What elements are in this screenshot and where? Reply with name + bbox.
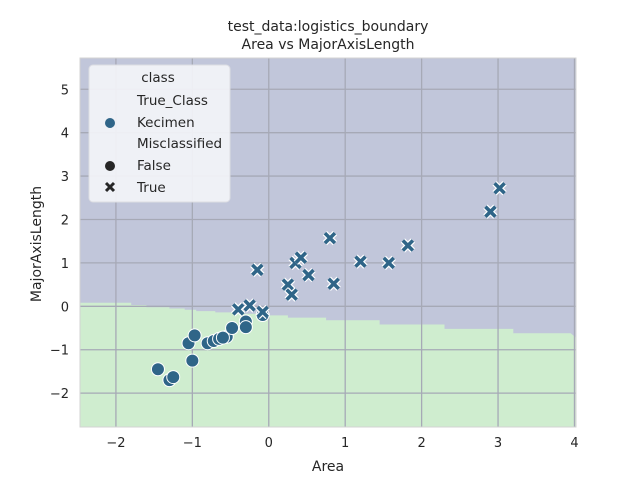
data-point-true-cross	[354, 255, 367, 268]
chart-title-line1: test_data:logistics_boundary	[228, 19, 429, 35]
data-point-true	[280, 277, 295, 292]
data-point-true	[322, 231, 338, 246]
x-tick-label: 4	[570, 436, 578, 451]
data-point-true	[284, 287, 299, 302]
data-point-false	[187, 328, 202, 343]
data-point-false	[166, 370, 181, 385]
data-point-true	[242, 298, 257, 313]
data-point-true-cross	[382, 256, 396, 270]
data-point-true-cross	[401, 239, 415, 252]
legend-true-label: True	[136, 180, 166, 196]
data-point-true-cross	[281, 278, 295, 291]
y-tick-label: 3	[61, 170, 69, 185]
x-tick-label: 0	[265, 436, 273, 451]
plot-area: −2 −1 0 1 2 3 4 −2 −1 0 1 2 3 4 5	[50, 57, 579, 451]
y-tick-label: −2	[50, 387, 69, 402]
data-point-true	[400, 238, 415, 253]
y-tick-label: 5	[61, 83, 69, 98]
data-point-true-cross	[285, 288, 298, 301]
x-tick-label: −2	[106, 436, 125, 451]
data-point-true-cross	[484, 205, 497, 218]
legend-false-marker	[105, 161, 115, 171]
data-point-false	[215, 330, 230, 345]
data-point-true	[301, 267, 316, 283]
legend-kecimen-label: Kecimen	[137, 115, 195, 131]
legend-true-marker	[104, 181, 116, 193]
data-point-true-cross	[302, 268, 315, 282]
data-point-true	[255, 304, 270, 320]
data-point-true	[293, 250, 308, 265]
region-lower	[80, 302, 576, 427]
data-point-true-cross	[493, 181, 506, 195]
data-point-true	[483, 204, 498, 219]
y-axis-label: MajorAxisLength	[29, 186, 45, 302]
data-point-true-cross	[327, 277, 341, 291]
data-point-true-cross	[256, 305, 269, 319]
legend-section-true-class: True_Class	[136, 93, 208, 109]
legend-kecimen-marker	[105, 118, 115, 128]
plot-frame	[79, 57, 577, 428]
x-tick-label: 3	[494, 436, 502, 451]
data-point-false	[150, 362, 165, 377]
data-point-true-cross	[294, 251, 308, 264]
y-tick-label: 1	[61, 257, 69, 272]
data-point-true	[250, 262, 265, 277]
chart-title-line2: Area vs MajorAxisLength	[242, 37, 415, 53]
legend: class True_Class Kecimen Misclassified F…	[88, 64, 231, 203]
legend-box	[88, 64, 231, 203]
data-point-true-cross	[231, 303, 245, 316]
legend-title: class	[141, 70, 175, 86]
x-axis-label: Area	[312, 459, 344, 475]
x-tick-label: −1	[183, 436, 202, 451]
data-point-true	[231, 302, 246, 317]
y-tick-label: 4	[61, 127, 69, 142]
x-tick-label: 2	[417, 436, 425, 451]
data-point-true	[326, 276, 341, 291]
data-point-false	[238, 320, 253, 335]
y-tick-label: 2	[61, 213, 69, 228]
data-point-true-cross	[323, 231, 337, 245]
data-point-true	[381, 255, 396, 271]
y-tick-label: 0	[61, 300, 69, 315]
data-point-true	[353, 254, 368, 269]
legend-section-misclassified: Misclassified	[137, 136, 222, 152]
data-point-true-cross	[251, 263, 264, 277]
data-point-true-cross	[243, 299, 256, 312]
legend-false-label: False	[137, 158, 171, 174]
data-point-false	[225, 321, 240, 336]
data-point-false	[185, 353, 200, 368]
data-point-true	[492, 181, 507, 196]
y-tick-label: −1	[50, 344, 69, 359]
x-tick-label: 1	[341, 436, 349, 451]
